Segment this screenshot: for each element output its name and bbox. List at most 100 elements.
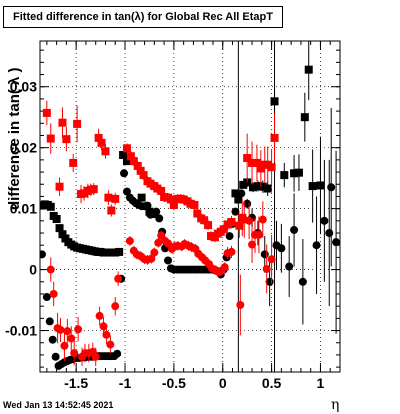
- data-point-square: [122, 144, 131, 153]
- data-point-square: [267, 163, 276, 172]
- data-point-square: [219, 225, 228, 234]
- data-point-circle: [327, 183, 336, 192]
- data-point-circle: [290, 225, 299, 234]
- x-tick-label: 0: [219, 375, 227, 391]
- data-point-circle: [147, 254, 156, 263]
- data-point-square: [145, 207, 154, 216]
- data-point-circle: [46, 265, 55, 274]
- data-point-circle: [45, 317, 54, 326]
- data-point-square: [280, 171, 289, 180]
- data-point-square: [107, 206, 116, 215]
- data-point-square: [69, 158, 78, 167]
- data-point-square: [270, 97, 279, 106]
- data-point-square: [137, 193, 146, 202]
- data-point-circle: [60, 341, 69, 350]
- y-tick-label: 0: [29, 262, 37, 278]
- data-point-square: [136, 166, 145, 175]
- data-point-circle: [106, 340, 115, 349]
- data-point-circle: [51, 352, 60, 361]
- data-point-square: [115, 247, 124, 256]
- data-point-square: [235, 221, 244, 230]
- data-point-square: [193, 209, 202, 218]
- data-point-square: [169, 200, 178, 209]
- data-point-circle: [220, 263, 229, 272]
- data-point-circle: [260, 250, 269, 259]
- data-point-circle: [49, 289, 58, 298]
- data-point-circle: [70, 349, 79, 358]
- data-point-circle: [325, 229, 334, 238]
- data-point-square: [248, 158, 257, 167]
- data-point-square: [227, 218, 236, 227]
- data-point-circle: [125, 236, 134, 245]
- data-point-circle: [48, 335, 57, 344]
- data-point-square: [89, 185, 98, 194]
- data-point-circle: [231, 207, 240, 216]
- data-point-circle: [113, 349, 122, 358]
- data-point-square: [304, 65, 313, 74]
- data-point-circle: [267, 255, 276, 264]
- data-point-circle: [63, 327, 72, 336]
- data-point-circle: [42, 293, 51, 302]
- data-point-circle: [332, 238, 340, 247]
- data-point-circle: [285, 262, 294, 271]
- data-point-circle: [258, 215, 267, 224]
- data-point-square: [133, 161, 142, 170]
- data-point-square: [249, 183, 258, 192]
- data-point-circle: [277, 244, 286, 253]
- data-point-square: [111, 194, 120, 203]
- x-tick-label: 0.5: [262, 375, 282, 391]
- x-tick-label: -1: [119, 375, 132, 391]
- data-point-circle: [114, 274, 123, 283]
- data-point-circle: [236, 300, 245, 309]
- data-point-square: [73, 119, 82, 128]
- data-point-square: [58, 230, 67, 239]
- data-point-circle: [155, 214, 164, 223]
- data-point-square: [300, 113, 309, 122]
- data-point-square: [270, 133, 279, 142]
- data-point-square: [58, 118, 67, 127]
- data-point-square: [97, 138, 106, 147]
- data-point-circle: [143, 201, 152, 210]
- data-point-square: [129, 157, 138, 166]
- data-point-square: [101, 147, 110, 156]
- data-point-square: [126, 152, 135, 161]
- data-point-circle: [312, 241, 321, 250]
- data-point-circle: [122, 187, 131, 196]
- data-point-circle: [248, 240, 257, 249]
- y-axis-label: difference in tan( λ ): [6, 67, 23, 210]
- data-point-circle: [254, 230, 263, 239]
- data-point-square: [55, 182, 64, 191]
- data-point-circle: [150, 248, 159, 257]
- data-point-square: [234, 195, 243, 204]
- data-point-square: [258, 182, 267, 191]
- data-point-square: [294, 168, 303, 177]
- data-point-square: [190, 200, 199, 209]
- data-point-circle: [67, 334, 76, 343]
- data-point-circle: [225, 232, 234, 241]
- data-point-square: [119, 150, 128, 159]
- data-point-circle: [99, 322, 108, 331]
- y-tick-label: -0.01: [5, 323, 37, 339]
- data-point-circle: [164, 256, 173, 265]
- data-point-square: [94, 133, 103, 142]
- data-point-circle: [154, 238, 163, 247]
- data-point-square: [55, 224, 64, 233]
- data-point-circle: [74, 325, 83, 334]
- y-tick-label: 0.03: [10, 79, 37, 95]
- data-point-circle: [262, 264, 271, 273]
- data-point-square: [157, 186, 166, 195]
- data-point-square: [52, 214, 61, 223]
- data-point-square: [253, 182, 262, 191]
- data-point-circle: [95, 311, 104, 320]
- x-axis-label: η: [331, 397, 340, 413]
- data-point-square: [139, 171, 148, 180]
- y-tick-label: 0.01: [10, 201, 37, 217]
- timestamp: Wed Jan 13 14:52:45 2021: [3, 400, 114, 410]
- data-point-square: [308, 182, 317, 191]
- data-point-circle: [298, 277, 307, 286]
- data-point-circle: [152, 207, 161, 216]
- data-point-circle: [120, 169, 129, 178]
- data-point-square: [200, 216, 209, 225]
- data-point-circle: [227, 247, 236, 256]
